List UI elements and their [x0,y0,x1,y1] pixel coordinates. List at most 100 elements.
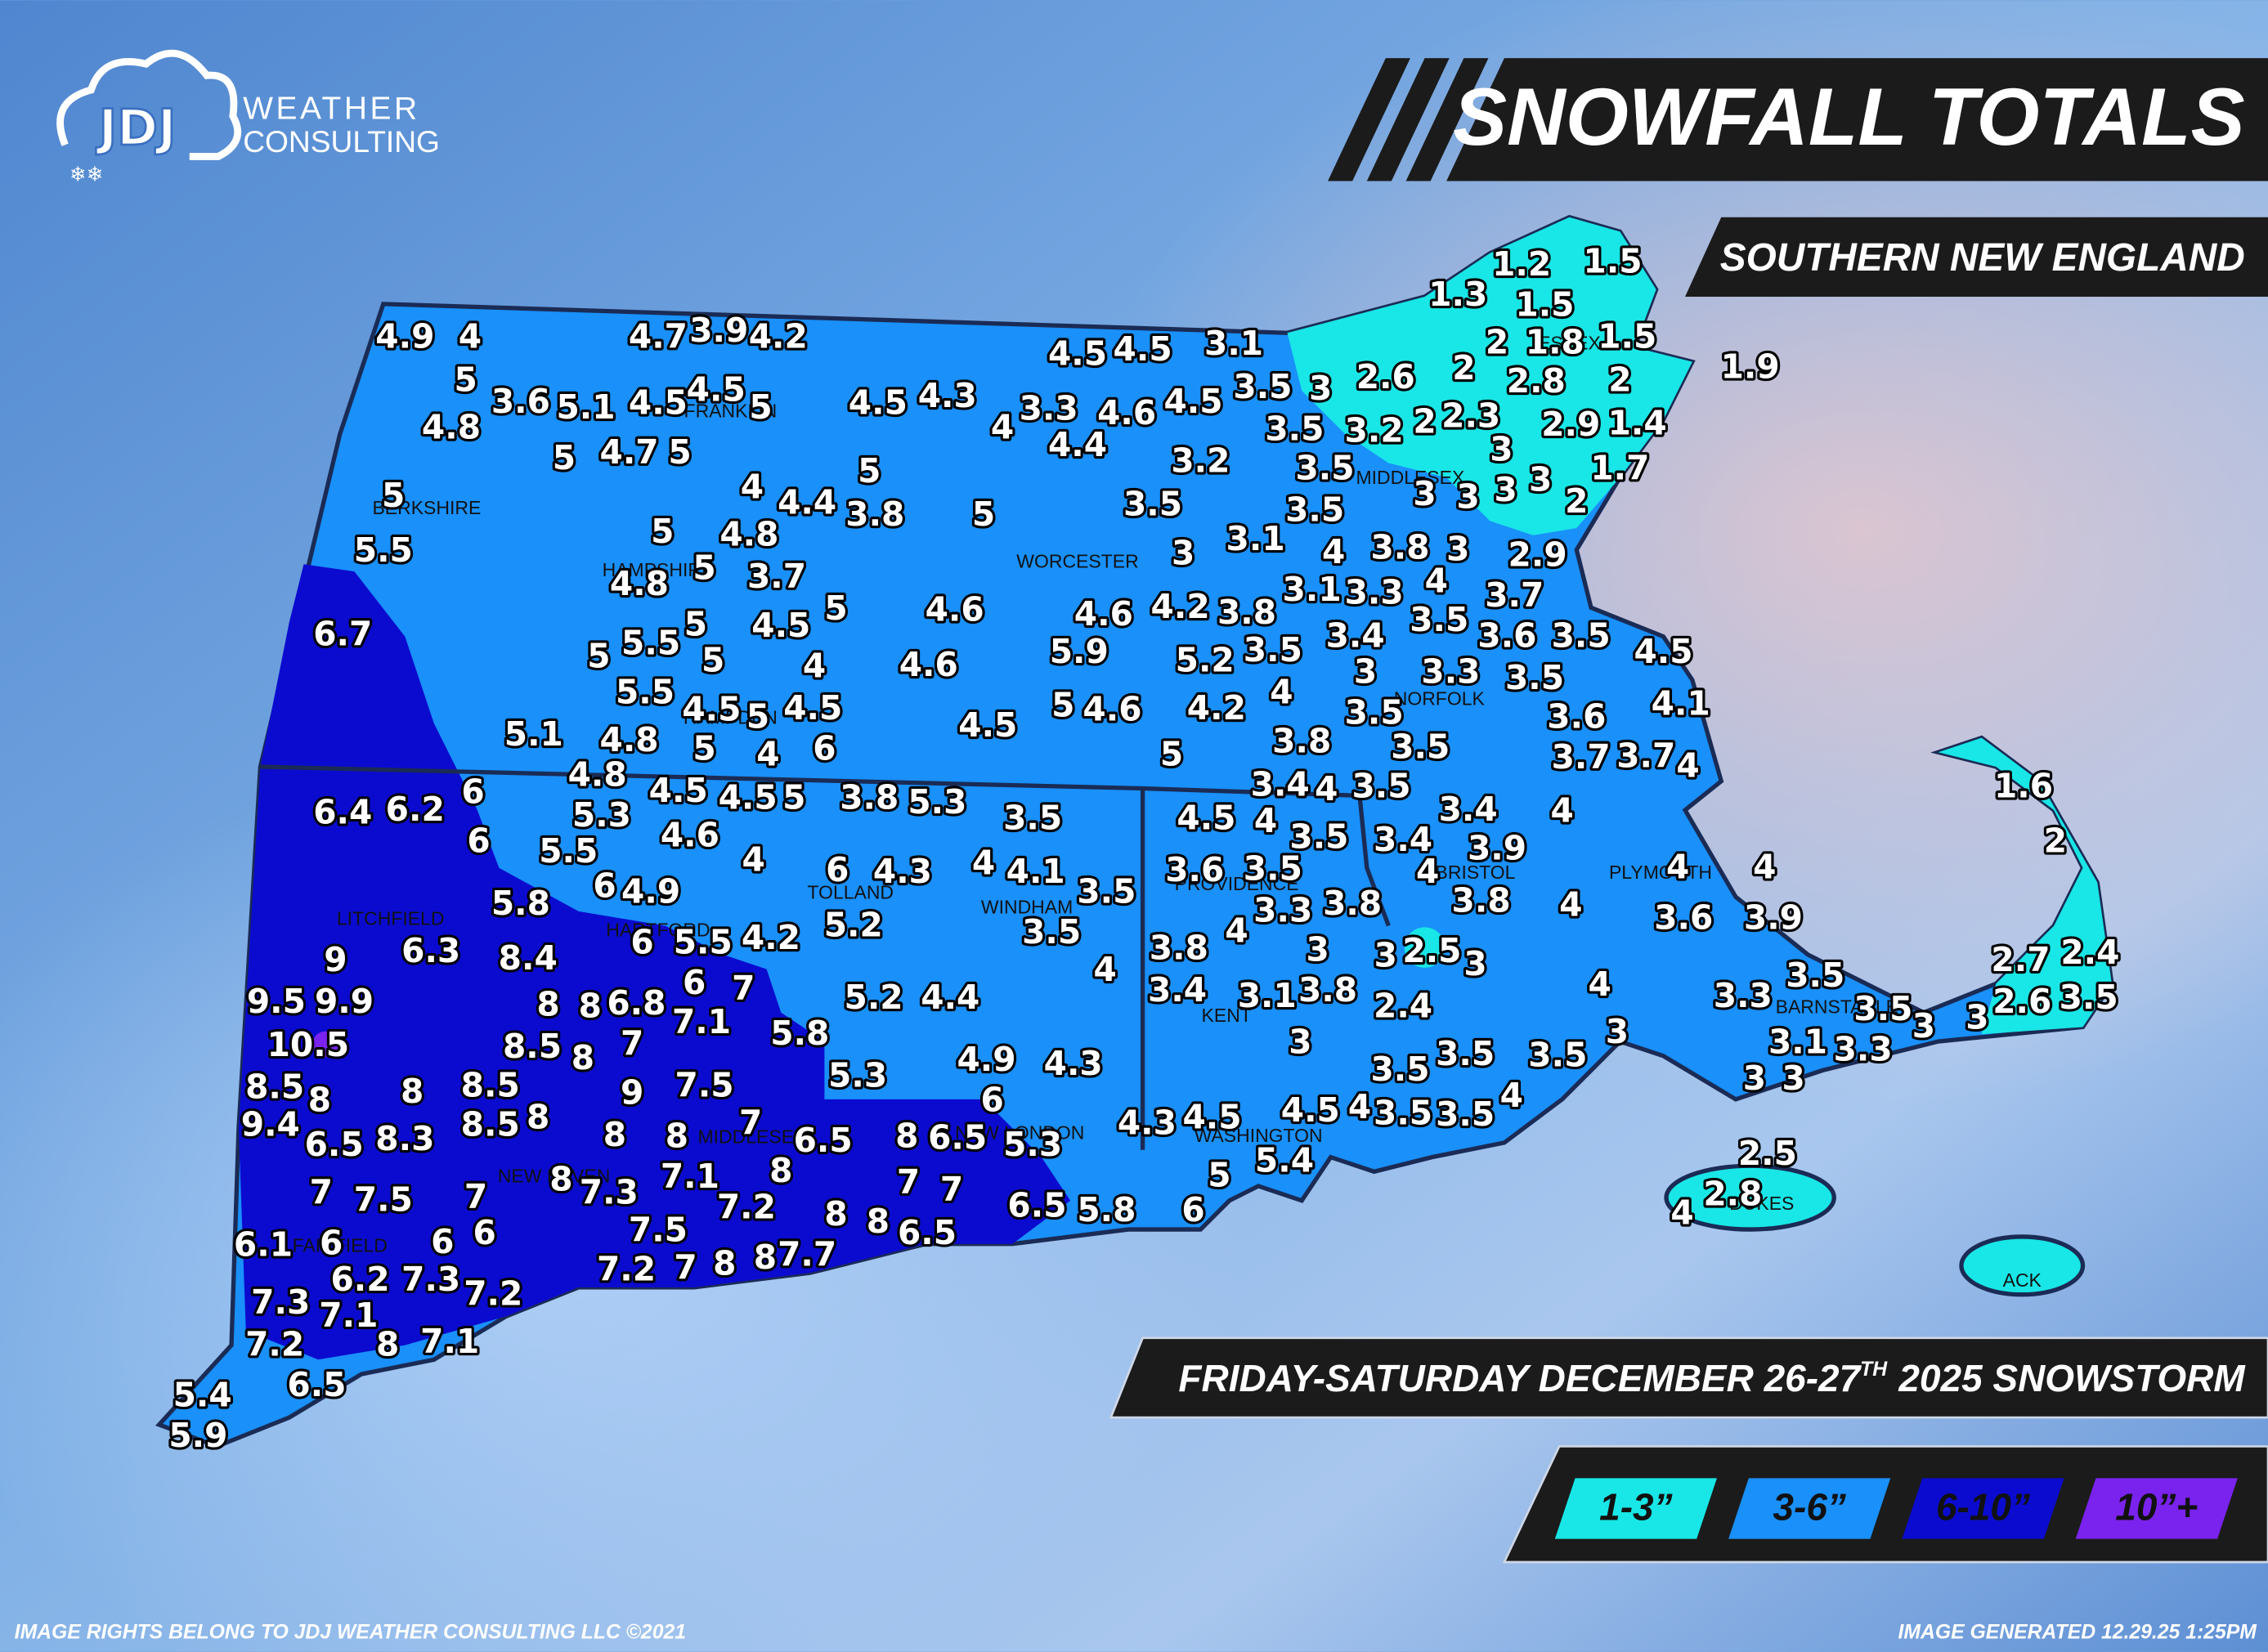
snowfall-report: 3.8 [1452,880,1511,920]
snowfall-report: 1.8 [1526,322,1584,361]
snowfall-report: 4 [1670,1193,1693,1232]
snowfall-report: 3.6 [1477,616,1536,656]
banner-slash [1366,58,1450,181]
snowfall-report: 3 [1782,1059,1805,1098]
snowfall-report: 3.3 [1714,976,1773,1015]
snowfall-report: 2.6 [1992,982,2051,1021]
snowfall-report: 4 [972,843,995,882]
county-label: HAMPSHIRE [603,559,715,580]
snowfall-report: 3 [1289,1023,1311,1062]
snowfall-report: 3.5 [1244,848,1302,888]
snowfall-report: 5 [972,495,995,534]
county-label: KENT [1202,1005,1252,1026]
snowfall-report: 7.5 [629,1211,688,1250]
snowfall-report: 4.7 [629,316,688,356]
snowfall-report: 3.3 [1020,389,1078,428]
snowfall-report: 4.5 [1114,329,1172,369]
snowfall-report: 5 [1208,1155,1230,1194]
snowfall-report: 4.2 [749,316,808,356]
snowfall-report: 5.8 [491,884,550,923]
snowfall-report: 5.5 [539,831,598,871]
snowfall-report: 8.5 [461,1104,520,1144]
snowfall-report: 7.5 [675,1066,734,1105]
snowfall-report: 7.1 [420,1322,479,1361]
snowfall-report: 7 [621,1023,643,1063]
snowfall-report: 4.8 [719,515,778,554]
snowfall-report: 8 [867,1202,890,1241]
snowfall-report: 4.5 [751,606,810,645]
county-label: FAIRFIELD [293,1234,388,1256]
snowfall-report: 3.2 [1345,410,1404,450]
snowfall-report: 8 [401,1072,424,1111]
snowfall-report: 3.5 [2060,978,2118,1017]
snowfall-report: 6 [461,772,484,812]
snowfall-report: 3.6 [491,382,550,421]
snowfall-report: 5.5 [354,531,413,570]
snowfall-report: 3.5 [1786,956,1844,995]
snowfall-report: 4.6 [1097,393,1156,432]
legend: 1-3” 3-6” 6-10” 10”+ [1554,1478,2238,1539]
snowfall-report: 3 [1374,935,1397,974]
snowfall-report: 2.9 [1541,405,1600,444]
snowfall-report: 8 [308,1080,331,1119]
snowfall-report: 5.2 [824,905,883,944]
event-title: FRIDAY-SATURDAY DECEMBER 26-27TH 2025 SNO… [1178,1357,2246,1399]
snowfall-report: 4.4 [921,978,979,1017]
region-1-3 [1664,1163,1836,1232]
snowfall-report: 4 [741,467,764,506]
snowfall-report: 7.1 [672,1002,731,1041]
snowfall-report: 5.3 [1003,1125,1062,1164]
snowfall-report: 3.5 [1233,367,1292,406]
snowfall-report: 4.2 [1151,587,1210,626]
snowfall-report: 5 [693,729,715,768]
snowfall-report: 4.3 [1044,1044,1103,1083]
snowfall-report: 7 [739,1104,762,1143]
snowfall-report: 5 [693,548,715,587]
title-banner: SNOWFALL TOTALS SOUTHERN NEW ENGLAND FRI… [1109,58,2268,1564]
snowfall-report: 9.5 [247,982,306,1021]
snowfall-report: 4.6 [1074,594,1133,633]
region-10-plus [312,1031,338,1058]
snowfall-report: 7.7 [778,1235,836,1274]
snowfall-report: 5 [455,360,477,399]
snowfall-report: 4.5 [783,688,842,728]
snowfall-report: 6.5 [794,1121,853,1160]
snowfall-report: 3.1 [1204,324,1263,363]
snowfall-report: 4.4 [778,483,836,522]
snowfall-report: 2 [1486,322,1508,361]
snowfall-report: 8 [824,1194,847,1233]
snowfall-report: 5.2 [1176,641,1235,680]
snowfall-report: 3.9 [689,311,748,350]
snowfall-report: 6.3 [401,931,460,970]
snowfall-report: 8 [603,1115,626,1154]
snowfall-report: 4 [1753,848,1776,887]
snowfall-report: 3.5 [1003,798,1062,837]
event-title-end: 2025 SNOWSTORM [1898,1357,2246,1399]
snowfall-report: 8 [754,1238,777,1277]
snowfall-report: 3.6 [1654,898,1713,937]
snowfall-report: 1.7 [1590,448,1649,487]
county-label: PROVIDENCE [1175,873,1299,894]
snowfall-report: 8 [666,1117,688,1156]
snowfall-report: 9 [324,940,347,979]
snowfall-report: 4.5 [719,778,778,817]
snowfall-report: 4.8 [610,564,669,603]
logo-cloud [56,49,242,160]
snowfall-report: 5.5 [616,673,675,712]
footer-rights: IMAGE RIGHTS BELONG TO JDJ WEATHER CONSU… [15,1622,686,1644]
snowfall-report: 3.5 [1123,485,1182,524]
snowfall-report: 8.5 [461,1066,520,1105]
snowfall-report: 3 [1912,1006,1935,1045]
county-label: FRANKLIN [684,401,778,422]
snowfall-report: 8 [527,1098,549,1137]
snowfall-report: 7.2 [464,1274,522,1313]
snowfall-report: 1.5 [1584,241,1643,280]
snowfall-report: 5.5 [621,623,680,662]
snowfall-report: 2.4 [2060,933,2119,972]
snowfall-report: 1.3 [1428,275,1487,314]
snowfall-report: 3.4 [1148,970,1207,1010]
legend-swatch [1902,1478,2064,1539]
snowfall-report: 4.7 [600,432,659,472]
snowfall-report: 1.4 [1608,403,1667,442]
snowfall-report: 9 [621,1073,643,1113]
